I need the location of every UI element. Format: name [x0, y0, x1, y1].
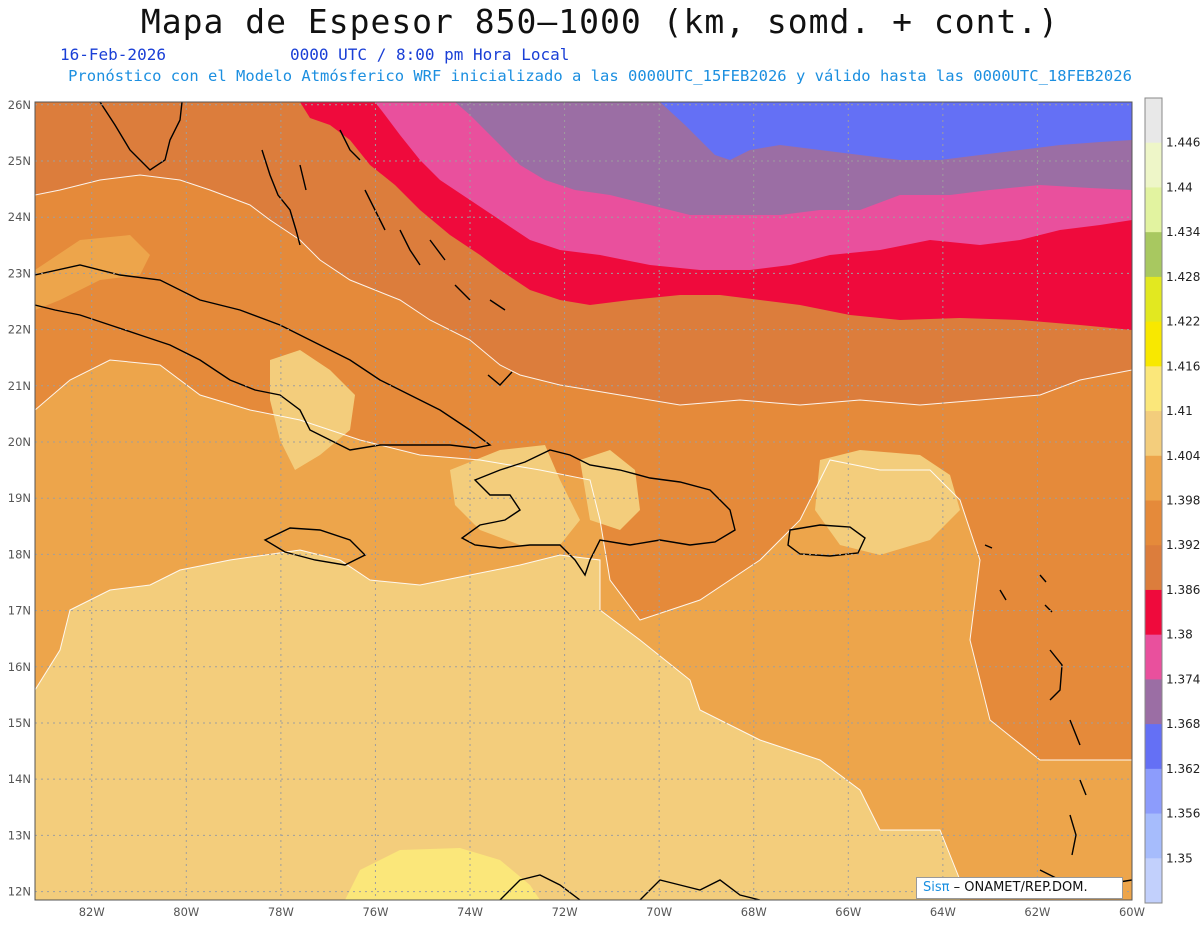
lon-label-62w: 62W — [1024, 905, 1050, 919]
colorbar-swatch — [1145, 366, 1162, 412]
lat-label-19n: 19N — [8, 491, 31, 505]
colorbar-swatch — [1145, 545, 1162, 591]
lon-label-60w: 60W — [1119, 905, 1145, 919]
thickness-1404-area — [35, 550, 960, 900]
colorbar-frame — [1144, 97, 1163, 904]
longitude-labels: 82W 80W 78W 76W 74W 72W 70W 68W 66W 64W 62W 60W — [79, 905, 1145, 919]
lon-label-76w: 76W — [362, 905, 388, 919]
colorbar-swatch — [1145, 768, 1162, 815]
colorbar-level-label: 1.44 — [1166, 180, 1193, 194]
colorbar-level-label: 1.41 — [1166, 404, 1193, 418]
colorbar-level-label: 1.35 — [1166, 851, 1193, 865]
lat-label-17n: 17N — [8, 604, 31, 618]
lat-label-23n: 23N — [8, 266, 31, 280]
lat-label-24n: 24N — [8, 210, 31, 224]
map-canvas — [35, 102, 1132, 900]
lat-label-22n: 22N — [8, 323, 31, 337]
colorbar-swatch — [1145, 500, 1162, 546]
colorbar-level-label: 1.422 — [1166, 315, 1200, 329]
lat-label-12n: 12N — [8, 885, 31, 899]
map-frame — [34, 101, 1133, 901]
map-title: Mapa de Espesor 850–1000 (km, somd. + co… — [140, 2, 1060, 41]
lat-label-25n: 25N — [8, 154, 31, 168]
colorbar-swatch — [1145, 411, 1162, 457]
colorbar-level-label: 1.434 — [1166, 225, 1200, 239]
colorbar-swatch — [1145, 724, 1162, 770]
lat-label-21n: 21N — [8, 379, 31, 393]
forecast-time: 0000 UTC / 8:00 pm Hora Local — [290, 45, 570, 64]
lon-label-68w: 68W — [741, 905, 767, 919]
colorbar-level-label: 1.404 — [1166, 449, 1200, 463]
latitude-labels: 26N 25N 24N 23N 22N 21N 20N 19N 18N 17N 16N 15N 14N 1… — [8, 98, 31, 899]
colorbar — [1144, 97, 1163, 904]
colorbar-level-label: 1.416 — [1166, 359, 1200, 373]
colorbar-swatch — [1145, 813, 1162, 859]
graticule — [35, 102, 1132, 900]
colorbar-swatch — [1145, 589, 1162, 636]
colorbar-level-label: 1.374 — [1166, 672, 1200, 686]
lat-label-26n: 26N — [8, 98, 31, 112]
colorbar-level-label: 1.428 — [1166, 270, 1200, 284]
colorbar-swatch — [1145, 142, 1162, 188]
thickness-1404-area-cuba — [270, 350, 355, 470]
lat-label-20n: 20N — [8, 435, 31, 449]
colorbar-level-label: 1.446 — [1166, 136, 1200, 150]
thickness-1404-area-dr — [580, 450, 640, 530]
colorbar-level-label: 1.368 — [1166, 717, 1200, 731]
forecast-date: 16-Feb-2026 — [60, 45, 166, 64]
thickness-1404-area-haiti — [450, 445, 580, 545]
lat-label-15n: 15N — [8, 716, 31, 730]
lat-label-18n: 18N — [8, 547, 31, 561]
lon-label-80w: 80W — [173, 905, 199, 919]
colorbar-swatch — [1145, 679, 1162, 725]
lat-label-16n: 16N — [8, 660, 31, 674]
colorbar-swatch — [1145, 187, 1162, 233]
model-description: Pronóstico con el Modelo Atmósferico WRF… — [68, 67, 1132, 85]
colorbar-swatch — [1145, 98, 1162, 144]
colorbar-level-label: 1.386 — [1166, 583, 1200, 597]
colorbar-swatch — [1145, 232, 1162, 278]
credit-brand: Sisπ — [923, 880, 950, 895]
colorbar-swatch — [1145, 276, 1162, 323]
credit-box: Sisπ – ONAMET/REP.DOM. — [916, 877, 1123, 899]
colorbar-labels: 1.446 1.44 1.434 1.428 1.422 1.416 1.41 1.404 1.… — [1166, 136, 1200, 866]
lon-label-74w: 74W — [457, 905, 483, 919]
lat-label-14n: 14N — [8, 772, 31, 786]
coast-lesser-antilles — [984, 544, 1087, 856]
thickness-1398-area-north — [35, 235, 150, 310]
coast-hispaniola — [460, 449, 736, 577]
colorbar-swatch — [1145, 321, 1162, 367]
colorbar-level-label: 1.356 — [1166, 807, 1200, 821]
credit-text: – ONAMET/REP.DOM. — [953, 880, 1088, 895]
contour-lines — [35, 174, 1132, 881]
lon-label-70w: 70W — [646, 905, 672, 919]
colorbar-level-label: 1.38 — [1166, 628, 1193, 642]
lon-label-78w: 78W — [268, 905, 294, 919]
lon-label-72w: 72W — [552, 905, 578, 919]
colorbar-swatch — [1145, 858, 1162, 904]
coast-cuba — [35, 264, 492, 451]
colorbar-level-label: 1.392 — [1166, 538, 1200, 552]
lon-label-66w: 66W — [835, 905, 861, 919]
thickness-1410-area — [345, 848, 540, 900]
lon-label-64w: 64W — [930, 905, 956, 919]
colorbar-swatch — [1145, 455, 1162, 501]
colorbar-level-label: 1.398 — [1166, 494, 1200, 508]
colorbar-level-label: 1.362 — [1166, 762, 1200, 776]
thickness-1362-area — [660, 102, 1132, 160]
coast-florida — [99, 102, 183, 171]
lat-label-13n: 13N — [8, 828, 31, 842]
lon-label-82w: 82W — [79, 905, 105, 919]
colorbar-swatch — [1145, 634, 1162, 680]
coast-puerto-rico — [787, 524, 866, 557]
